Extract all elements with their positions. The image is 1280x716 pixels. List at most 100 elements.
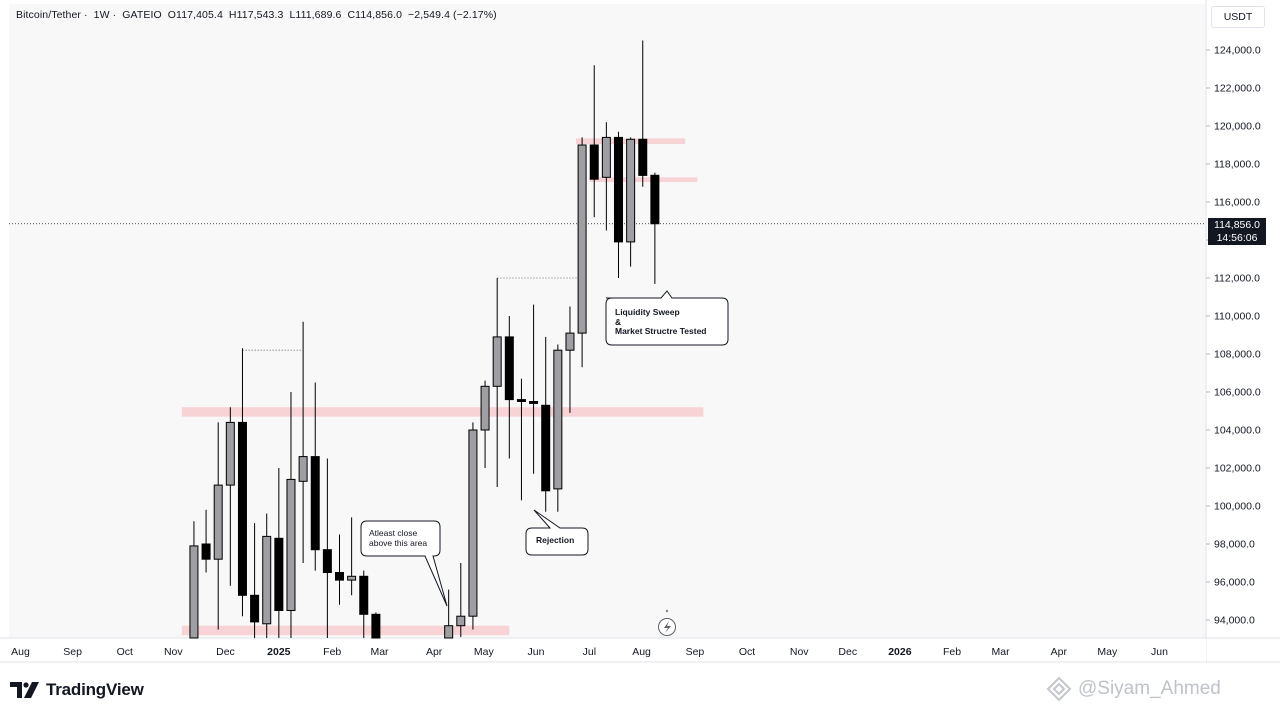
callout-close-box[interactable] — [360, 520, 448, 607]
callout-rejection-text: Rejection — [536, 535, 575, 545]
candle-body[interactable] — [201, 543, 211, 560]
candle-body[interactable] — [298, 456, 308, 482]
candle-body[interactable] — [347, 575, 357, 581]
price-tick-label: 112,000.0 — [1214, 273, 1260, 285]
callout-close-line2: above this area — [369, 537, 428, 548]
resistance-zone[interactable] — [589, 177, 698, 183]
time-tick-label: Mar — [992, 646, 1011, 658]
bar-countdown: 14:56:06 — [1216, 231, 1258, 244]
callout-liquidity-line1: Liquidity Sweep — [615, 307, 680, 317]
price-tick-label: 118,000.0 — [1214, 159, 1260, 171]
time-tick-label: Dec — [216, 646, 235, 658]
candle-body[interactable] — [626, 138, 636, 243]
price-tick-label: 122,000.0 — [1214, 83, 1261, 95]
time-tick-label: Feb — [943, 646, 961, 658]
time-tick-label: Oct — [117, 646, 133, 658]
brand-name: TradingView — [46, 680, 144, 699]
author-watermark: @Siyam_Ahmed — [1046, 676, 1221, 702]
time-tick-label: Oct — [739, 646, 755, 658]
candle-body[interactable] — [274, 537, 284, 611]
time-tick-label: Sep — [686, 646, 705, 658]
candle-body[interactable] — [468, 429, 478, 617]
lightning-bolt-icon — [664, 621, 671, 633]
candle-body[interactable] — [516, 399, 526, 403]
candle-body[interactable] — [286, 478, 296, 611]
time-tick-label: Apr — [1051, 646, 1068, 658]
time-tick-label: Feb — [323, 646, 341, 658]
price-tick-label: 110,000.0 — [1214, 311, 1260, 323]
time-tick-label: Apr — [426, 646, 443, 658]
callout-close-text: Atleast close above this area — [369, 528, 428, 548]
candle-body[interactable] — [371, 613, 381, 639]
resistance-zone[interactable] — [181, 407, 704, 417]
candle-body[interactable] — [589, 144, 599, 180]
legend-close: C114,856.0 — [347, 9, 403, 21]
candle-body[interactable] — [322, 549, 332, 574]
price-tick-label: 124,000.0 — [1214, 45, 1261, 57]
candle-body[interactable] — [541, 404, 551, 492]
candle-body[interactable] — [359, 575, 369, 615]
legend-low: L111,689.6 — [289, 9, 342, 21]
time-axis[interactable] — [0, 638, 1206, 662]
time-tick-label: May — [474, 646, 495, 658]
candle-body[interactable] — [553, 349, 563, 490]
callout-liquidity-box[interactable] — [605, 290, 729, 346]
currency-button[interactable]: USDT — [1211, 6, 1265, 28]
candle-body[interactable] — [504, 336, 514, 401]
candle-body[interactable] — [480, 385, 490, 431]
time-tick-label: Nov — [164, 646, 183, 658]
price-tick-label: 116,000.0 — [1214, 197, 1260, 209]
watermark-text: @Siyam_Ahmed — [1078, 678, 1221, 699]
time-tick-label: May — [1097, 646, 1118, 658]
price-tick-label: 100,000.0 — [1214, 501, 1261, 513]
legend-interval[interactable]: 1W — [93, 9, 110, 21]
last-price-value: 114,856.0 — [1214, 219, 1260, 231]
candle-body[interactable] — [650, 174, 660, 225]
time-tick-label: Jul — [583, 646, 596, 658]
candle-body[interactable] — [262, 535, 272, 625]
callout-liquidity-line2: & — [615, 316, 622, 327]
candle-body[interactable] — [444, 625, 454, 639]
legend-high: H117,543.3 — [228, 9, 284, 21]
tradingview-logo[interactable]: TradingView — [10, 679, 144, 701]
candle-body[interactable] — [456, 615, 466, 627]
time-tick-label: Nov — [790, 646, 809, 658]
symbol-legend: Bitcoin/Tether · 1W · GATEIO O117,405.4 H1… — [16, 9, 497, 21]
legend-exchange: GATEIO — [122, 9, 162, 21]
candle-body[interactable] — [250, 594, 260, 623]
tradingview-logo-icon — [10, 682, 39, 698]
time-tick-label: 2026 — [888, 646, 912, 658]
legend-open: O117,405.4 — [167, 9, 223, 21]
candle-body[interactable] — [638, 138, 648, 176]
candle-body[interactable] — [213, 484, 223, 560]
time-tick-label: Sep — [63, 646, 82, 658]
candle-body[interactable] — [577, 144, 587, 334]
time-tick-label: Dec — [838, 646, 857, 658]
candle-body[interactable] — [565, 332, 575, 351]
price-tick-label: 102,000.0 — [1214, 463, 1261, 475]
time-tick-label: Mar — [370, 646, 389, 658]
candle-body[interactable] — [189, 545, 199, 639]
candle-body[interactable] — [310, 456, 320, 551]
legend-symbol[interactable]: Bitcoin/Tether — [16, 9, 82, 21]
candle-body[interactable] — [335, 572, 344, 581]
time-tick-label: Aug — [632, 646, 651, 658]
candle-body[interactable] — [613, 136, 623, 243]
event-dot-icon — [665, 609, 669, 613]
price-tick-label: 108,000.0 — [1214, 349, 1261, 361]
callout-close-line1: Atleast close — [369, 528, 418, 538]
time-tick-label: Jun — [528, 646, 545, 658]
price-tick-label: 104,000.0 — [1214, 425, 1261, 437]
callout-rejection-box[interactable] — [525, 509, 589, 556]
candle-body[interactable] — [237, 421, 247, 596]
price-tick-label: 94,000.0 — [1214, 615, 1255, 627]
candle-body[interactable] — [529, 401, 539, 404]
candle-body[interactable] — [225, 421, 235, 486]
time-tick-label: 2025 — [267, 646, 291, 658]
price-axis[interactable] — [1206, 0, 1280, 662]
candle-body[interactable] — [492, 336, 502, 387]
resistance-zone[interactable] — [181, 625, 510, 636]
candle-body[interactable] — [601, 136, 611, 178]
